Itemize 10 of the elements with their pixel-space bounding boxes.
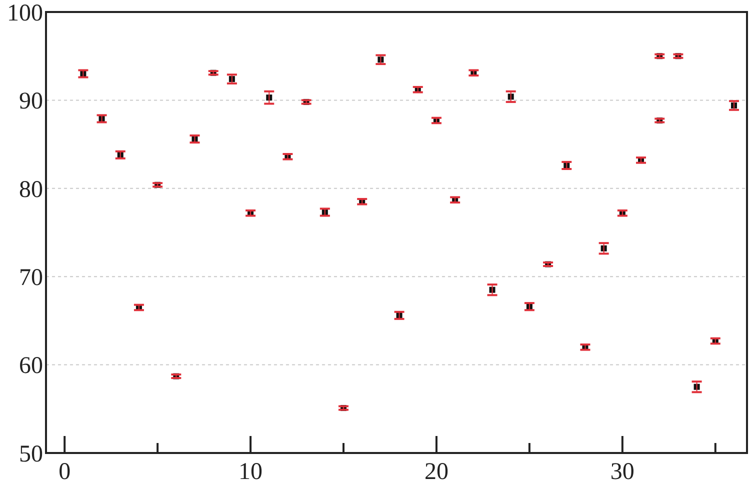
y-tick-label: 70 bbox=[19, 265, 43, 291]
x-tick-label: 30 bbox=[610, 459, 634, 485]
y-tick-label: 90 bbox=[19, 88, 43, 115]
y-tick-label: 50 bbox=[19, 441, 43, 468]
y-tick-label: 100 bbox=[7, 0, 43, 26]
x-tick-label: 20 bbox=[424, 459, 448, 485]
x-tick-label: 0 bbox=[58, 459, 71, 485]
y-tick-label: 60 bbox=[19, 353, 43, 380]
x-tick-label: 10 bbox=[238, 459, 263, 485]
y-tick-label: 80 bbox=[19, 176, 43, 203]
